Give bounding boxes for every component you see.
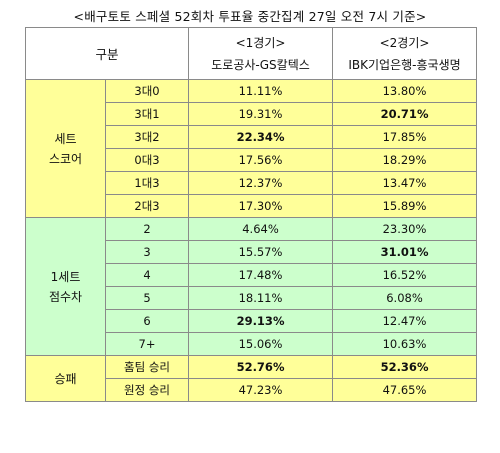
game2-value: 15.89% (332, 194, 478, 218)
header-game2: <2경기> IBK기업은행-흥국생명 (332, 27, 478, 80)
table-row: 2대3 17.30% 15.89% (26, 194, 478, 218)
game2-value: 23.30% (332, 217, 478, 241)
game2-value-highlight: 31.01% (332, 240, 478, 264)
game2-value: 13.47% (332, 171, 478, 195)
row-label: 2대3 (104, 194, 190, 218)
game1-value: 15.06% (188, 332, 334, 356)
section-name-line1: 1세트 (50, 269, 81, 284)
table-row: 4 17.48% 16.52% (26, 263, 478, 287)
section-name-line2: 점수차 (48, 289, 83, 304)
game1-value: 47.23% (188, 378, 334, 402)
row-label: 6 (104, 309, 190, 333)
table-row: 세트 스코어 3대0 11.11% 13.80% (25, 79, 478, 218)
table-row: 7+ 15.06% 10.63% (26, 332, 478, 356)
section-set-score: 세트 스코어 (25, 79, 106, 218)
header-game2-teams: IBK기업은행-흥국생명 (348, 57, 461, 72)
row-label: 5 (104, 286, 190, 310)
game1-value: 18.11% (188, 286, 334, 310)
row-label: 7+ (104, 332, 190, 356)
table-header-row: 구분 <1경기> 도로공사-GS칼텍스 <2경기> IBK기업은행-흥국생명 (24, 27, 478, 80)
header-game2-label: <2경기> (379, 35, 430, 50)
game1-value-highlight: 22.34% (188, 125, 334, 149)
game1-value: 17.56% (188, 148, 334, 172)
row-label: 2 (104, 217, 190, 241)
section-name-line1: 세트 (54, 131, 77, 146)
row-label: 3대2 (104, 125, 190, 149)
game1-value: 19.31% (188, 102, 334, 126)
row-label: 원정 승리 (104, 378, 190, 402)
section-win-loss: 승패 (25, 355, 106, 402)
game1-value: 4.64% (188, 217, 334, 241)
game2-value-highlight: 20.71% (332, 102, 478, 126)
row-label: 0대3 (104, 148, 190, 172)
vote-rate-table: 구분 <1경기> 도로공사-GS칼텍스 <2경기> IBK기업은행-흥국생명 세… (24, 27, 478, 402)
game2-value: 10.63% (332, 332, 478, 356)
row-label: 4 (104, 263, 190, 287)
table-row: 6 29.13% 12.47% (26, 309, 478, 333)
section-first-set-margin: 1세트 점수차 (25, 217, 106, 356)
game1-value: 17.30% (188, 194, 334, 218)
game2-value: 6.08% (332, 286, 478, 310)
header-game1: <1경기> 도로공사-GS칼텍스 (188, 27, 334, 80)
header-game1-teams: 도로공사-GS칼텍스 (211, 57, 310, 72)
row-label: 3대1 (104, 102, 190, 126)
row-label: 3대0 (104, 79, 190, 103)
table-row: 승패 홈팀 승리 52.76% 52.36% (25, 355, 478, 402)
table-row: 5 18.11% 6.08% (26, 286, 478, 310)
game1-value-highlight: 52.76% (188, 355, 334, 379)
game1-value: 12.37% (188, 171, 334, 195)
table-row: 원정 승리 47.23% 47.65% (26, 378, 478, 402)
table-row: 1세트 점수차 2 4.64% 23.30% (25, 217, 478, 356)
header-game1-label: <1경기> (235, 35, 286, 50)
row-label: 1대3 (104, 171, 190, 195)
game2-value: 18.29% (332, 148, 478, 172)
game2-value: 13.80% (332, 79, 478, 103)
game2-value: 17.85% (332, 125, 478, 149)
row-label: 3 (104, 240, 190, 264)
game1-value-highlight: 29.13% (188, 309, 334, 333)
game2-value: 12.47% (332, 309, 478, 333)
game1-value: 17.48% (188, 263, 334, 287)
game2-value: 16.52% (332, 263, 478, 287)
section-name-line2: 스코어 (48, 151, 83, 166)
table-row: 1대3 12.37% 13.47% (26, 171, 478, 195)
game2-value: 47.65% (332, 378, 478, 402)
game1-value: 15.57% (188, 240, 334, 264)
page-title: <배구토토 스페셜 52회차 투표율 중간집계 27일 오전 7시 기준> (73, 9, 427, 24)
game1-value: 11.11% (188, 79, 334, 103)
row-label: 홈팀 승리 (104, 355, 190, 379)
game2-value-highlight: 52.36% (332, 355, 478, 379)
table-row: 0대3 17.56% 18.29% (26, 148, 478, 172)
header-category: 구분 (24, 27, 190, 80)
